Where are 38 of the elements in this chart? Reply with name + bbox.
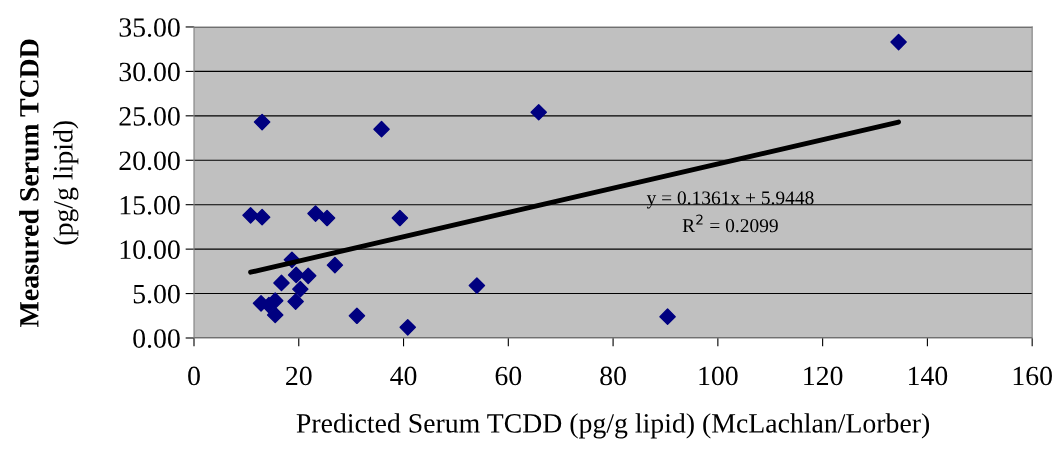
x-tick-label: 120 xyxy=(804,366,843,386)
point xyxy=(391,209,409,227)
point xyxy=(659,308,676,325)
point xyxy=(242,207,259,224)
x-tick-label: 140 xyxy=(909,366,948,386)
x-tick-label: 80 xyxy=(600,366,626,386)
point xyxy=(292,280,309,298)
y-tick-label: 25.00 xyxy=(119,107,180,126)
x-tick-label: 0 xyxy=(188,366,200,386)
point xyxy=(318,209,336,227)
point xyxy=(348,307,366,325)
y-tick-label: 15.00 xyxy=(120,195,180,215)
point xyxy=(287,293,304,310)
y-tick-label: 5.00 xyxy=(133,284,180,304)
point xyxy=(266,306,284,324)
point xyxy=(373,120,390,138)
y-tick-label: 35.00 xyxy=(119,18,180,37)
point xyxy=(253,113,271,131)
point xyxy=(253,208,271,226)
x-tick-label: 100 xyxy=(699,366,738,386)
point xyxy=(307,205,324,222)
x-tick-label: 60 xyxy=(495,366,522,386)
x-tick-label: 160 xyxy=(1013,366,1052,386)
point xyxy=(399,319,417,336)
y-tick-label: 20.00 xyxy=(119,151,180,171)
point xyxy=(890,33,907,51)
point xyxy=(273,274,290,292)
x-tick-label: 40 xyxy=(390,366,417,386)
y-tick-label: 10.00 xyxy=(120,240,180,260)
x-axis-title: Predicted Serum TCDD (pg/g lipid) (McLachlan/Lorber) xyxy=(296,413,930,439)
y-tick-label: 30.00 xyxy=(119,62,180,82)
y-tick-label: 0.00 xyxy=(133,329,180,349)
y-axis-title: Measured Serum TCDD (pg/g lipid) xyxy=(19,39,79,327)
point xyxy=(287,266,305,284)
x-tick-label: 20 xyxy=(286,366,312,386)
point xyxy=(326,256,344,274)
point xyxy=(530,103,547,121)
point xyxy=(468,277,486,294)
